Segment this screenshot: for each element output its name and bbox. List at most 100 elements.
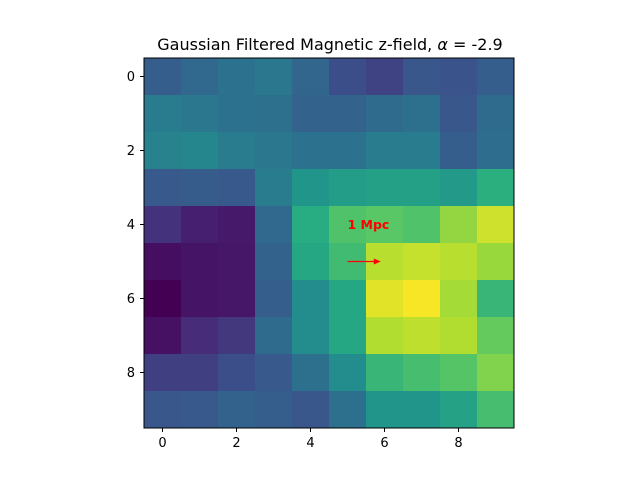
heatmap-cell xyxy=(403,317,441,355)
heatmap-cell xyxy=(255,169,293,207)
heatmap-cell xyxy=(181,280,219,318)
heatmap-cell xyxy=(440,169,478,207)
heatmap-cell xyxy=(255,58,293,96)
heatmap-cell xyxy=(329,132,367,170)
heatmap-cell xyxy=(329,280,367,318)
heatmap-cell xyxy=(366,354,404,392)
plot-frame xyxy=(143,57,515,429)
heatmap-cell xyxy=(292,391,330,429)
heatmap-cell xyxy=(218,95,256,133)
heatmap-cell xyxy=(477,317,515,355)
heatmap-cell xyxy=(292,354,330,392)
heatmap-cell xyxy=(292,317,330,355)
heatmap-cell xyxy=(477,354,515,392)
heatmap-cell xyxy=(366,58,404,96)
heatmap-cell xyxy=(403,58,441,96)
heatmap-cell xyxy=(292,206,330,244)
heatmap-cell xyxy=(218,206,256,244)
heatmap-cell xyxy=(403,206,441,244)
y-tick-label: 0 xyxy=(127,70,135,85)
heatmap-cell xyxy=(329,206,367,244)
heatmap-cell xyxy=(255,354,293,392)
heatmap-cell xyxy=(440,391,478,429)
heatmap-cell xyxy=(440,243,478,281)
x-tick-label: 4 xyxy=(306,436,314,451)
heatmap-cell xyxy=(255,206,293,244)
heatmap-cells xyxy=(144,58,515,429)
heatmap-cell xyxy=(329,317,367,355)
heatmap-cell xyxy=(218,280,256,318)
heatmap-cell xyxy=(218,169,256,207)
chart-title: Gaussian Filtered Magnetic z-field, α = … xyxy=(157,35,502,54)
heatmap-cell xyxy=(144,317,182,355)
heatmap-cell xyxy=(477,95,515,133)
heatmap-cell xyxy=(144,169,182,207)
heatmap-cell xyxy=(366,95,404,133)
heatmap-cell xyxy=(403,280,441,318)
heatmap-cell xyxy=(181,132,219,170)
heatmap-cell xyxy=(440,95,478,133)
heatmap-cell xyxy=(440,206,478,244)
y-tick-label: 6 xyxy=(127,292,135,307)
heatmap-cell xyxy=(366,391,404,429)
heatmap-cell xyxy=(144,58,182,96)
heatmap-cell xyxy=(218,132,256,170)
heatmap-cell xyxy=(329,58,367,96)
heatmap-cell xyxy=(144,354,182,392)
heatmap-cell xyxy=(181,206,219,244)
heatmap-cell xyxy=(181,58,219,96)
heatmap-cell xyxy=(144,206,182,244)
heatmap-cell xyxy=(144,391,182,429)
heatmap-cell xyxy=(255,317,293,355)
chart-title-symbol: α xyxy=(437,35,448,54)
heatmap-cell xyxy=(477,391,515,429)
x-tick-label: 6 xyxy=(380,436,388,451)
heatmap-cell xyxy=(440,317,478,355)
annotation-label: 1 Mpc xyxy=(348,217,390,232)
heatmap-cell xyxy=(366,169,404,207)
heatmap-cell xyxy=(181,169,219,207)
heatmap-cell xyxy=(218,58,256,96)
heatmap-cell xyxy=(255,95,293,133)
heatmap-cell xyxy=(403,169,441,207)
heatmap-cell xyxy=(440,354,478,392)
x-tick-label: 2 xyxy=(232,436,240,451)
heatmap-cell xyxy=(181,317,219,355)
heatmap-cell xyxy=(218,354,256,392)
y-tick-label: 8 xyxy=(127,366,135,381)
heatmap-cell xyxy=(403,391,441,429)
heatmap-cell xyxy=(440,132,478,170)
heatmap-cell xyxy=(477,169,515,207)
heatmap-cell xyxy=(181,391,219,429)
heatmap-cell xyxy=(477,58,515,96)
x-tick-label: 8 xyxy=(454,436,462,451)
heatmap-cell xyxy=(255,391,293,429)
heatmap-cell xyxy=(366,280,404,318)
heatmap-cell xyxy=(218,243,256,281)
x-tick-label: 0 xyxy=(158,436,166,451)
heatmap-cell xyxy=(292,95,330,133)
heatmap-cell xyxy=(292,280,330,318)
heatmap-cell xyxy=(144,132,182,170)
heatmap-cell xyxy=(292,132,330,170)
heatmap-cell xyxy=(403,132,441,170)
heatmap-cell xyxy=(218,317,256,355)
heatmap-cell xyxy=(477,206,515,244)
heatmap-cell xyxy=(255,132,293,170)
y-tick-label: 4 xyxy=(127,218,135,233)
heatmap-cell xyxy=(292,243,330,281)
heatmap-cell xyxy=(292,58,330,96)
heatmap-cell xyxy=(477,280,515,318)
heatmap-cell xyxy=(329,95,367,133)
axes: 0 2 4 6 8 0 2 4 6 8 xyxy=(127,57,515,451)
heatmap-cell xyxy=(181,95,219,133)
heatmap-cell xyxy=(477,243,515,281)
heatmap-cell xyxy=(292,169,330,207)
heatmap-cell xyxy=(366,206,404,244)
heatmap-cell xyxy=(403,95,441,133)
heatmap-cell xyxy=(329,391,367,429)
heatmap-cell xyxy=(366,132,404,170)
heatmap-cell xyxy=(181,243,219,281)
heatmap-cell xyxy=(440,280,478,318)
